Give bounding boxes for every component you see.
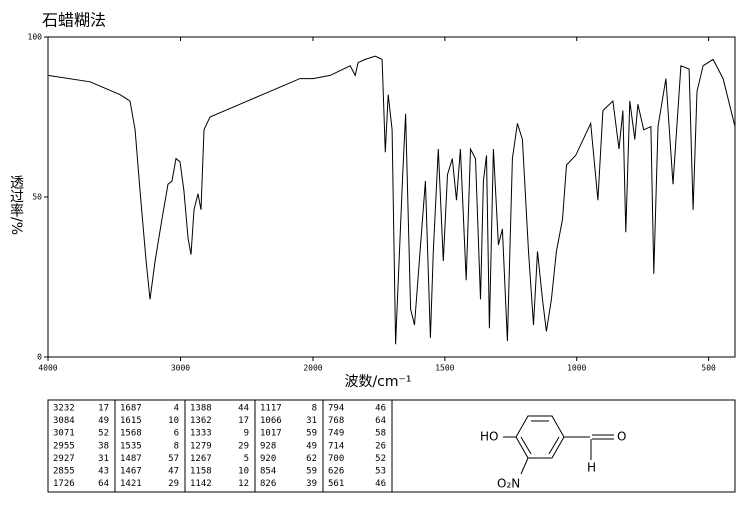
x-tick-label: 3000 bbox=[171, 364, 190, 373]
peak-transmittance: 6 bbox=[174, 429, 179, 439]
peak-transmittance: 29 bbox=[238, 441, 249, 451]
peak-wavenumber: 920 bbox=[260, 454, 276, 464]
peak-transmittance: 47 bbox=[168, 467, 179, 477]
peak-wavenumber: 1687 bbox=[120, 404, 142, 414]
ring-double-bond bbox=[548, 436, 560, 455]
peak-wavenumber: 1568 bbox=[120, 429, 142, 439]
peak-transmittance: 8 bbox=[312, 404, 317, 414]
peak-transmittance: 17 bbox=[238, 416, 249, 426]
peak-wavenumber: 1279 bbox=[190, 441, 212, 451]
x-tick-label: 4000 bbox=[38, 364, 57, 373]
peak-transmittance: 58 bbox=[375, 429, 386, 439]
peak-wavenumber: 854 bbox=[260, 467, 276, 477]
structure-label: HO bbox=[480, 430, 498, 444]
peak-wavenumber: 1535 bbox=[120, 441, 142, 451]
peak-wavenumber: 1158 bbox=[190, 467, 212, 477]
peak-transmittance: 8 bbox=[174, 441, 179, 451]
peak-wavenumber: 1388 bbox=[190, 404, 212, 414]
x-tick-label: 500 bbox=[701, 364, 716, 373]
spectrum-line bbox=[47, 55, 736, 345]
x-tick-label: 1000 bbox=[567, 364, 586, 373]
peak-transmittance: 5 bbox=[244, 454, 249, 464]
plot-frame bbox=[47, 36, 736, 358]
peak-wavenumber: 2955 bbox=[53, 441, 75, 451]
chart-title: 石蜡糊法 bbox=[42, 11, 106, 30]
peak-transmittance: 10 bbox=[238, 467, 249, 477]
y-axis-label: 透过率/% bbox=[8, 175, 24, 235]
peak-wavenumber: 794 bbox=[328, 404, 344, 414]
peak-wavenumber: 1615 bbox=[120, 416, 142, 426]
peak-wavenumber: 1467 bbox=[120, 467, 142, 477]
peak-wavenumber: 1421 bbox=[120, 479, 142, 489]
peak-wavenumber: 1362 bbox=[190, 416, 212, 426]
peak-transmittance: 38 bbox=[98, 441, 109, 451]
y-tick-label: 100 bbox=[28, 33, 43, 42]
peak-transmittance: 4 bbox=[174, 404, 179, 414]
peak-wavenumber: 714 bbox=[328, 441, 344, 451]
peak-transmittance: 53 bbox=[375, 467, 386, 477]
peak-wavenumber: 3232 bbox=[53, 404, 75, 414]
x-axis-label: 波数/cm⁻¹ bbox=[344, 374, 411, 390]
y-tick-label: 50 bbox=[32, 193, 42, 202]
peak-transmittance: 64 bbox=[375, 416, 386, 426]
peak-wavenumber: 561 bbox=[328, 479, 344, 489]
peak-transmittance: 46 bbox=[375, 404, 386, 414]
peak-wavenumber: 2855 bbox=[53, 467, 75, 477]
peak-transmittance: 57 bbox=[168, 454, 179, 464]
peak-wavenumber: 1267 bbox=[190, 454, 212, 464]
peak-wavenumber: 1333 bbox=[190, 429, 212, 439]
x-tick-label: 2000 bbox=[303, 364, 322, 373]
peak-transmittance: 39 bbox=[306, 479, 317, 489]
ring-double-bond bbox=[520, 436, 532, 455]
peak-wavenumber: 1117 bbox=[260, 404, 282, 414]
peak-wavenumber: 749 bbox=[328, 429, 344, 439]
benzene-ring bbox=[515, 415, 565, 459]
peak-wavenumber: 826 bbox=[260, 479, 276, 489]
peak-wavenumber: 768 bbox=[328, 416, 344, 426]
peak-wavenumber: 1142 bbox=[190, 479, 212, 489]
peak-wavenumber: 1017 bbox=[260, 429, 282, 439]
peak-wavenumber: 3071 bbox=[53, 429, 75, 439]
peak-transmittance: 9 bbox=[244, 429, 249, 439]
table-dividers bbox=[114, 400, 393, 492]
structure-label: O₂N bbox=[497, 477, 520, 491]
peak-transmittance: 12 bbox=[238, 479, 249, 489]
peak-transmittance: 29 bbox=[168, 479, 179, 489]
peak-transmittance: 10 bbox=[168, 416, 179, 426]
peak-wavenumber: 3084 bbox=[53, 416, 75, 426]
peak-wavenumber: 1066 bbox=[260, 416, 282, 426]
peak-transmittance: 43 bbox=[98, 467, 109, 477]
peak-wavenumber: 928 bbox=[260, 441, 276, 451]
peak-transmittance: 59 bbox=[306, 467, 317, 477]
peak-transmittance: 17 bbox=[98, 404, 109, 414]
peak-transmittance: 46 bbox=[375, 479, 386, 489]
peak-transmittance: 49 bbox=[98, 416, 109, 426]
peak-transmittance: 59 bbox=[306, 429, 317, 439]
y-tick-label: 0 bbox=[37, 353, 42, 362]
peak-transmittance: 52 bbox=[375, 454, 386, 464]
peak-transmittance: 31 bbox=[306, 416, 317, 426]
peak-wavenumber: 1726 bbox=[53, 479, 75, 489]
peak-transmittance: 62 bbox=[306, 454, 317, 464]
peak-transmittance: 44 bbox=[238, 404, 249, 414]
bond bbox=[520, 457, 529, 475]
peak-transmittance: 31 bbox=[98, 454, 109, 464]
peak-wavenumber: 1487 bbox=[120, 454, 142, 464]
structure-label: O bbox=[617, 430, 626, 444]
peak-wavenumber: 2927 bbox=[53, 454, 75, 464]
structure bbox=[503, 415, 614, 475]
peak-wavenumber: 700 bbox=[328, 454, 344, 464]
structure-label: H bbox=[587, 461, 596, 475]
peak-transmittance: 49 bbox=[306, 441, 317, 451]
x-tick-label: 1500 bbox=[435, 364, 454, 373]
peak-transmittance: 64 bbox=[98, 479, 109, 489]
peak-wavenumber: 626 bbox=[328, 467, 344, 477]
peak-transmittance: 52 bbox=[98, 429, 109, 439]
peak-transmittance: 26 bbox=[375, 441, 386, 451]
